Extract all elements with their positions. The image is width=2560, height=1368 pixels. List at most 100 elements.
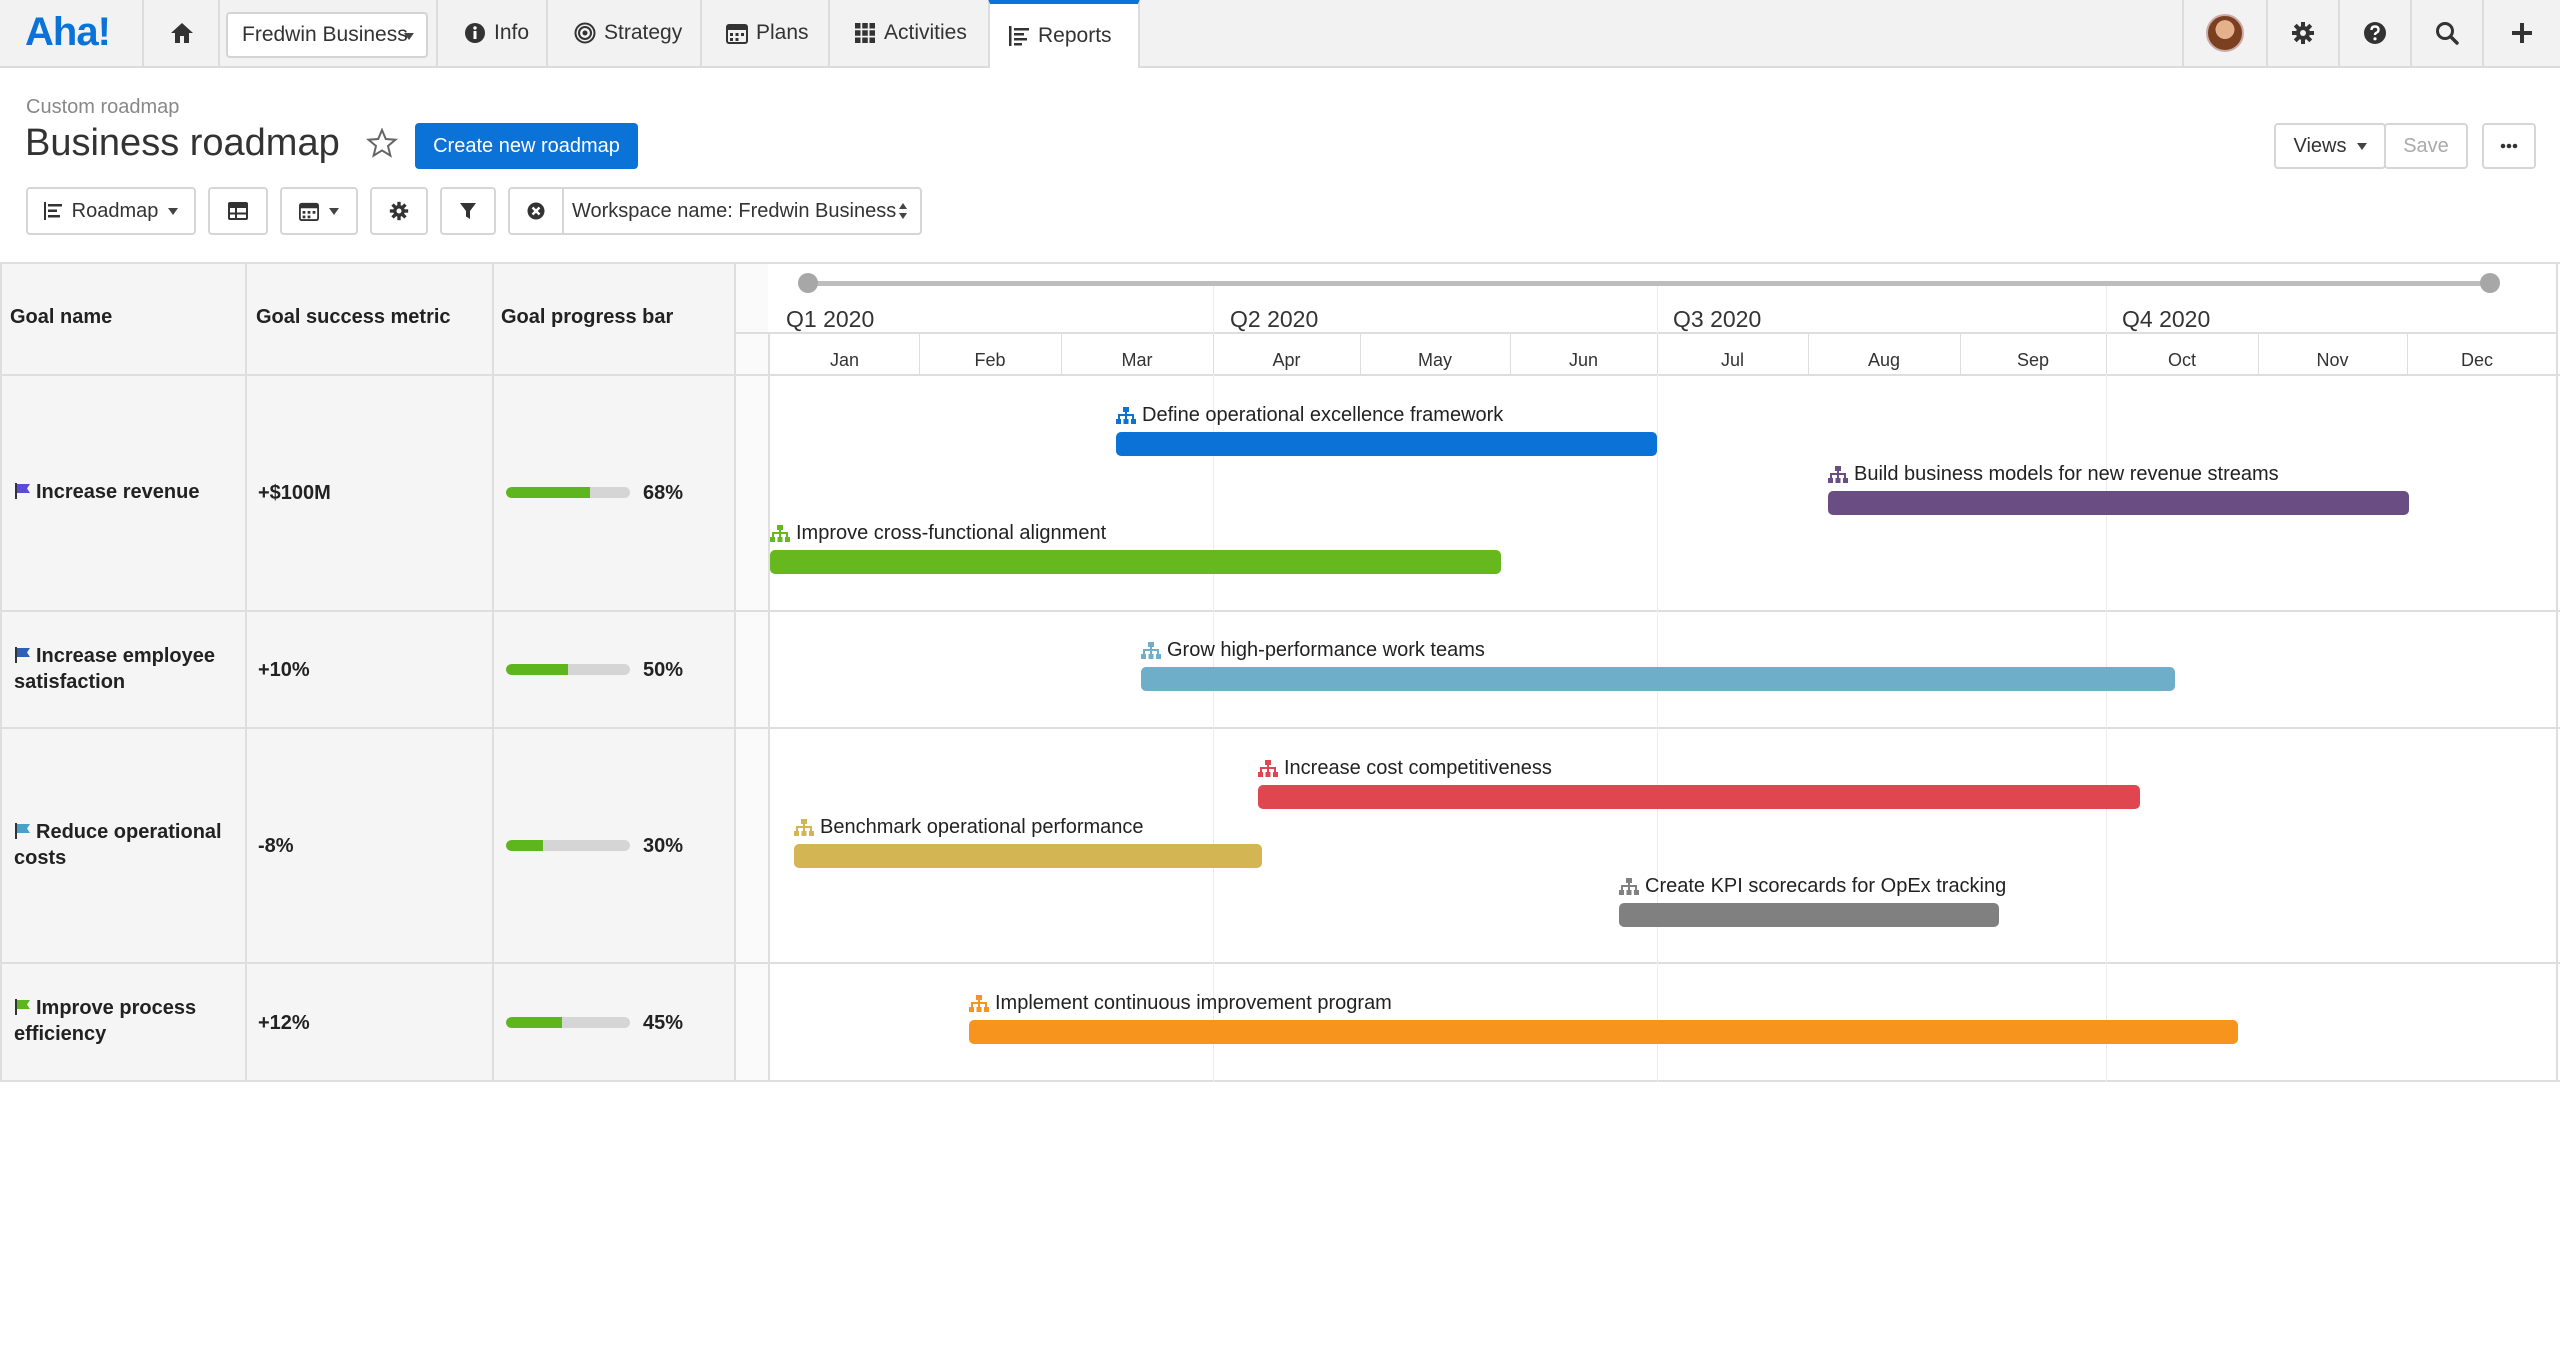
user-avatar-button[interactable] — [2182, 0, 2266, 66]
initiative-label[interactable]: Grow high-performance work teams — [1141, 639, 1485, 662]
star-icon[interactable] — [366, 128, 398, 158]
initiative-label[interactable]: Improve cross-functional alignment — [770, 522, 1106, 545]
calendar-icon — [299, 202, 319, 221]
hierarchy-icon — [1141, 641, 1161, 659]
roadmap-grid: Goal name Goal success metric Goal progr… — [0, 262, 2560, 1082]
header-row-border — [0, 374, 2560, 376]
goal-progress-percent: 30% — [643, 835, 684, 857]
initiative-label[interactable]: Increase cost competitiveness — [1258, 757, 1552, 780]
add-button[interactable] — [2482, 0, 2560, 66]
hierarchy-icon — [1828, 465, 1848, 483]
filter-button[interactable] — [440, 187, 496, 235]
search-icon — [2436, 22, 2459, 45]
goal-name-cell[interactable]: Reduce operational costs — [14, 819, 234, 871]
tab-info[interactable]: Info — [446, 0, 547, 66]
roadmap-view-dropdown[interactable]: Roadmap — [26, 187, 196, 235]
initiative-bar[interactable] — [1828, 491, 2409, 515]
chevron-down-icon — [404, 33, 414, 40]
remove-filter-button[interactable] — [510, 189, 564, 233]
month-label: Jul — [1720, 350, 1744, 370]
initiative-label[interactable]: Build business models for new revenue st… — [1828, 463, 2279, 486]
tab-reports-label: Reports — [1038, 24, 1112, 47]
calendar-icon — [726, 24, 748, 44]
month-tick — [1808, 334, 1809, 374]
initiative-bar[interactable] — [1619, 903, 1999, 927]
table-layout-button[interactable] — [208, 187, 268, 235]
views-button-label: Views — [2293, 134, 2347, 157]
month-label: Oct — [2167, 350, 2196, 370]
month-tick — [2106, 334, 2107, 374]
initiative-bar[interactable] — [1258, 785, 2140, 809]
home-button[interactable] — [148, 0, 216, 66]
month-label: May — [1417, 350, 1452, 370]
initiative-bar[interactable] — [969, 1020, 2238, 1044]
initiative-label[interactable]: Define operational excellence framework — [1116, 404, 1503, 427]
workspace-filter[interactable]: Workspace name: Fredwin Business — [508, 187, 922, 235]
tab-reports[interactable]: Reports — [988, 0, 1140, 68]
initiative-name: Increase cost competitiveness — [1284, 757, 1552, 779]
month-label: Nov — [2316, 350, 2349, 370]
tab-plans-label: Plans — [756, 21, 809, 44]
goal-name: Increase revenue — [36, 481, 200, 503]
month-label: Sep — [2016, 350, 2050, 370]
tab-strategy-label: Strategy — [604, 21, 683, 44]
workspace-selector-label: Fredwin Business — [242, 23, 408, 46]
initiative-bar[interactable] — [770, 550, 1501, 574]
goal-metric: +12% — [258, 1012, 310, 1034]
goal-progress-bar — [506, 664, 630, 675]
create-new-roadmap-button[interactable]: Create new roadmap — [415, 123, 638, 169]
tab-plans[interactable]: Plans — [708, 0, 827, 66]
timeline-end-handle[interactable] — [2480, 273, 2500, 293]
initiative-label[interactable]: Implement continuous improvement program — [969, 992, 1392, 1015]
column-header-progress[interactable]: Goal progress bar — [501, 306, 674, 328]
column-border — [734, 262, 736, 1082]
date-range-dropdown[interactable] — [280, 187, 358, 235]
goal-metric: +$100M — [258, 482, 331, 504]
nav-divider — [218, 0, 220, 66]
tab-info-label: Info — [494, 21, 530, 44]
column-header-goal-name[interactable]: Goal name — [10, 306, 113, 328]
breadcrumb[interactable]: Custom roadmap — [26, 96, 180, 118]
page-title: Business roadmap — [25, 122, 340, 164]
initiative-bar[interactable] — [794, 844, 1262, 868]
hierarchy-icon — [794, 818, 814, 836]
table-icon — [228, 202, 248, 220]
column-header-metric[interactable]: Goal success metric — [256, 306, 451, 328]
workspace-selector[interactable]: Fredwin Business — [226, 12, 428, 58]
more-options-button[interactable] — [2482, 123, 2536, 169]
goal-name-cell[interactable]: Improve process efficiency — [14, 995, 234, 1047]
settings-button[interactable] — [370, 187, 428, 235]
initiative-bar[interactable] — [1141, 667, 2175, 691]
column-border — [492, 262, 494, 1082]
views-button[interactable]: Views — [2274, 123, 2386, 169]
aha-logo[interactable]: Aha! — [25, 10, 111, 54]
initiative-name: Benchmark operational performance — [820, 816, 1144, 838]
goal-name-cell[interactable]: Increase employee satisfaction — [14, 643, 234, 695]
hierarchy-icon — [969, 994, 989, 1012]
hierarchy-icon — [770, 524, 790, 542]
initiative-label[interactable]: Benchmark operational performance — [794, 816, 1144, 839]
hierarchy-icon — [1258, 759, 1278, 777]
goal-name-cell[interactable]: Increase revenue — [14, 479, 234, 505]
tab-activities-label: Activities — [884, 21, 967, 44]
search-button[interactable] — [2410, 0, 2482, 66]
month-tick — [919, 334, 920, 374]
initiative-bar[interactable] — [1116, 432, 1657, 456]
goal-name: Increase employee satisfaction — [14, 645, 215, 693]
initiative-label[interactable]: Create KPI scorecards for OpEx tracking — [1619, 875, 2006, 898]
month-label: Dec — [2460, 350, 2493, 370]
info-icon — [465, 23, 485, 43]
goal-progress-bar — [506, 1017, 630, 1028]
month-label: Jun — [1568, 350, 1599, 370]
goal-progress-percent: 68% — [643, 482, 684, 504]
save-button[interactable]: Save — [2384, 123, 2468, 169]
timeline-range-slider[interactable] — [806, 281, 2492, 286]
quarter-label: Q2 2020 — [1230, 306, 1319, 332]
timeline-start-handle[interactable] — [798, 273, 818, 293]
tab-activities[interactable]: Activities — [836, 0, 985, 66]
help-button[interactable] — [2338, 0, 2410, 66]
tab-strategy[interactable]: Strategy — [556, 0, 700, 66]
save-button-label: Save — [2403, 134, 2449, 157]
settings-button[interactable] — [2266, 0, 2338, 66]
goal-progress-fill — [506, 487, 591, 498]
